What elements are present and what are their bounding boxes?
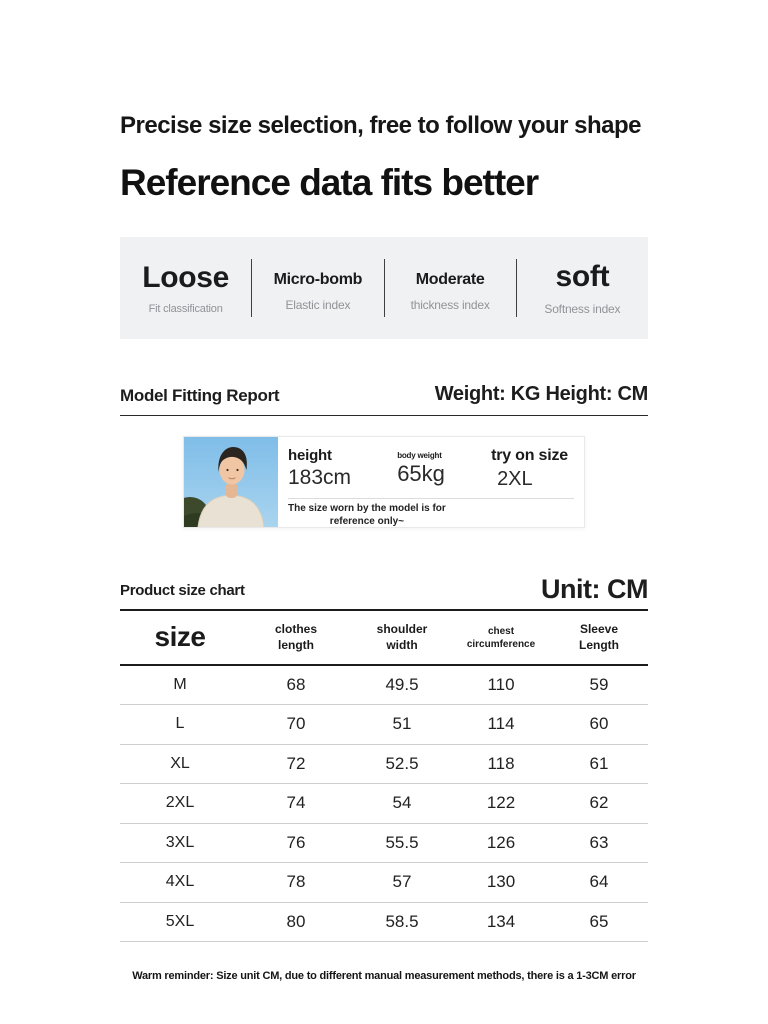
stat-label: height xyxy=(288,447,332,464)
feature-item-elastic: Micro-bomb Elastic index xyxy=(252,264,383,312)
vertical-divider xyxy=(251,259,253,317)
value-cell: 134 xyxy=(486,911,516,931)
value-cell: 126 xyxy=(486,832,516,852)
column-header-clothes-length: clothes length xyxy=(274,621,317,652)
stat-try-on-size: try on size 2XL xyxy=(491,447,568,491)
feature-item-fit: Loose Fit classification xyxy=(120,261,251,315)
model-stats: height 183cm body weight 65kg try on siz… xyxy=(288,445,574,491)
size-cell: 2XL xyxy=(165,794,195,812)
table-row: L 70 51 114 60 xyxy=(120,705,648,744)
value-cell: 54 xyxy=(392,793,412,813)
table-row: 2XL 74 54 122 62 xyxy=(120,784,648,823)
value-cell: 52.5 xyxy=(385,753,419,773)
stat-value: 183cm xyxy=(288,466,352,489)
value-cell: 58.5 xyxy=(385,911,419,931)
footer-reminder: Warm reminder: Size unit CM, due to diff… xyxy=(132,970,636,982)
feature-label: Elastic index xyxy=(285,297,351,312)
table-row: M 68 49.5 110 59 xyxy=(120,665,648,705)
value-cell: 122 xyxy=(486,793,516,813)
stat-body-weight: body weight 65kg xyxy=(397,447,445,491)
stat-label: try on size xyxy=(491,447,568,464)
size-chart-unit: Unit: CM xyxy=(541,574,648,604)
value-cell: 49.5 xyxy=(385,675,419,694)
value-cell: 74 xyxy=(286,793,306,813)
model-report-units: Weight: KG Height: CM xyxy=(434,383,649,405)
value-cell: 80 xyxy=(286,911,306,931)
value-cell: 65 xyxy=(589,911,609,931)
value-cell: 68 xyxy=(286,675,306,694)
vertical-divider xyxy=(515,259,517,317)
value-cell: 110 xyxy=(487,675,515,694)
stat-value: 65kg xyxy=(397,461,445,486)
feature-item-softness: soft Softness index xyxy=(517,260,648,316)
vertical-divider xyxy=(383,259,385,317)
size-chart-header: Product size chart Unit: CM xyxy=(120,574,648,611)
column-header-chest-circumference: chest circumference xyxy=(466,625,536,650)
feature-value: soft xyxy=(555,260,610,293)
stat-value: 2XL xyxy=(497,468,533,490)
model-photo xyxy=(184,437,278,527)
feature-bar: Loose Fit classification Micro-bomb Elas… xyxy=(120,237,648,339)
feature-item-thickness: Moderate thickness index xyxy=(385,264,516,312)
size-cell: 4XL xyxy=(165,873,195,891)
table-row: XL 72 52.5 118 61 xyxy=(120,744,648,784)
table-row: 3XL 76 55.5 126 63 xyxy=(120,823,648,863)
value-cell: 60 xyxy=(589,714,609,734)
column-header-size: size xyxy=(154,621,206,653)
value-cell: 130 xyxy=(486,872,516,892)
size-cell: 3XL xyxy=(165,833,195,851)
size-chart-title: Product size chart xyxy=(120,582,245,599)
value-cell: 72 xyxy=(286,753,306,773)
model-report-title: Model Fitting Report xyxy=(120,386,280,405)
value-cell: 78 xyxy=(286,872,306,892)
size-guide-page: Precise size selection, free to follow y… xyxy=(120,0,648,982)
card-divider xyxy=(288,498,574,499)
size-cell: M xyxy=(173,676,187,693)
model-report-header: Model Fitting Report Weight: KG Height: … xyxy=(120,383,648,416)
table-row: 4XL 78 57 130 64 xyxy=(120,863,648,902)
table-row: 5XL 80 58.5 134 65 xyxy=(120,902,648,942)
size-cell: XL xyxy=(170,754,190,772)
value-cell: 59 xyxy=(589,675,609,694)
stat-height: height 183cm xyxy=(288,447,351,491)
value-cell: 51 xyxy=(392,714,412,734)
size-cell: L xyxy=(175,715,185,733)
value-cell: 57 xyxy=(392,872,412,892)
feature-value: Moderate xyxy=(415,271,485,289)
value-cell: 61 xyxy=(589,753,609,773)
value-cell: 63 xyxy=(589,832,609,852)
feature-value: Loose xyxy=(142,261,230,294)
table-header-row: size clothes length shoulder width chest… xyxy=(120,611,648,665)
note-line-2: reference only~ xyxy=(329,516,405,527)
value-cell: 118 xyxy=(487,753,515,773)
stat-label: body weight xyxy=(397,451,442,460)
value-cell: 62 xyxy=(589,793,609,813)
feature-label: Fit classification xyxy=(148,303,223,315)
feature-value: Micro-bomb xyxy=(273,271,363,289)
value-cell: 76 xyxy=(286,832,306,852)
feature-label: Softness index xyxy=(544,302,621,316)
size-table: size clothes length shoulder width chest… xyxy=(120,611,648,942)
note-line-1: The size worn by the model is for xyxy=(288,503,446,514)
column-header-sleeve-length: Sleeve Length xyxy=(579,621,619,652)
page-title: Reference data fits better xyxy=(120,162,539,203)
model-fitting-card: height 183cm body weight 65kg try on siz… xyxy=(183,436,585,528)
value-cell: 55.5 xyxy=(385,832,419,852)
model-info: height 183cm body weight 65kg try on siz… xyxy=(278,437,584,527)
feature-label: thickness index xyxy=(410,297,490,312)
value-cell: 114 xyxy=(487,714,515,734)
value-cell: 64 xyxy=(589,872,609,892)
value-cell: 70 xyxy=(286,714,306,734)
size-cell: 5XL xyxy=(165,912,195,930)
page-subtitle: Precise size selection, free to follow y… xyxy=(120,112,642,139)
model-reference-note: The size worn by the model is for refere… xyxy=(288,502,446,528)
column-header-shoulder-width: shoulder width xyxy=(376,621,428,652)
